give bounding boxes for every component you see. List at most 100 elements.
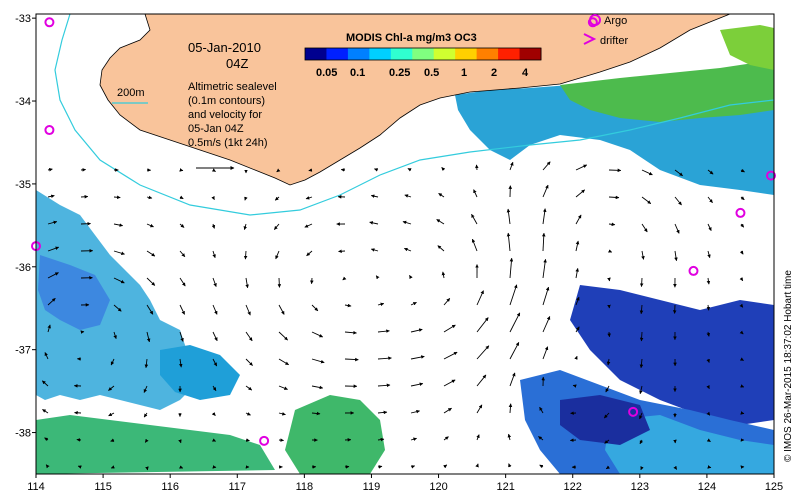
velocity-arrow <box>179 250 186 258</box>
velocity-arrow <box>110 465 115 469</box>
velocity-arrow <box>641 169 653 176</box>
velocity-arrow <box>245 331 253 342</box>
velocity-arrow <box>706 277 711 285</box>
latitude-axis: -33 -34 -35 -36 -37 -38 <box>15 13 36 440</box>
velocity-arrow <box>44 437 49 442</box>
velocity-arrow <box>278 331 288 341</box>
velocity-arrow <box>311 331 324 338</box>
velocity-arrow <box>509 257 514 279</box>
velocity-arrow <box>476 434 480 441</box>
chlorophyll-colorbar: MODIS Chl-a mg/m3 OC3 0.05 0.1 0.25 0.5 … <box>304 32 542 79</box>
y-tick-label: -37 <box>15 345 31 357</box>
velocity-arrow <box>471 213 478 225</box>
velocity-arrow <box>476 345 490 360</box>
velocity-arrow <box>146 277 156 286</box>
velocity-arrow <box>410 328 423 333</box>
velocity-arrow <box>608 222 616 227</box>
velocity-arrow <box>707 465 712 469</box>
x-tick-label: 116 <box>161 481 179 493</box>
velocity-arrow <box>212 277 217 287</box>
velocity-arrow <box>707 196 713 204</box>
velocity-arrow <box>542 258 547 279</box>
velocity-arrow <box>507 433 512 441</box>
velocity-arrow <box>539 464 544 469</box>
velocity-arrow <box>344 303 352 308</box>
velocity-arrow <box>443 436 449 441</box>
velocity-arrow <box>47 272 59 279</box>
longitude-axis: 114 115 116 117 118 119 120 121 122 123 124 125 <box>27 474 783 493</box>
velocity-arrow <box>674 223 680 234</box>
velocity-arrow <box>506 232 511 252</box>
velocity-arrow <box>476 374 487 387</box>
isobath-200m <box>54 14 774 216</box>
velocity-arrow <box>443 324 456 333</box>
velocity-arrow <box>443 464 448 469</box>
velocity-arrow <box>179 223 185 228</box>
y-tick-label: -35 <box>15 179 31 191</box>
velocity-arrow <box>305 196 313 200</box>
colorbar-tick: 1 <box>461 67 467 79</box>
velocity-arrow <box>179 465 184 469</box>
velocity-arrows <box>41 161 745 471</box>
velocity-arrow <box>275 250 280 260</box>
velocity-arrow <box>604 439 610 444</box>
colorbar-tick: 0.05 <box>316 67 337 79</box>
velocity-arrow <box>639 277 644 287</box>
velocity-arrow <box>47 220 58 225</box>
velocity-arrow <box>639 331 644 342</box>
chl-patch-south-central <box>285 395 385 474</box>
velocity-arrow <box>607 277 611 282</box>
velocity-arrow <box>506 208 511 225</box>
x-tick-label: 120 <box>429 481 447 493</box>
velocity-arrow <box>77 465 82 469</box>
velocity-arrow <box>402 220 412 225</box>
imos-credit: © IMOS 26-Mar-2015 18:37:02 Hobart time <box>783 270 794 462</box>
x-tick-label: 121 <box>496 481 514 493</box>
velocity-arrow <box>110 358 115 366</box>
colorbar-tick: 0.1 <box>350 67 365 79</box>
velocity-arrow <box>143 412 148 418</box>
velocity-note: Altimetric sealevel (0.1m contours) and … <box>188 81 277 149</box>
velocity-arrow <box>278 385 288 390</box>
velocity-arrow <box>245 304 251 316</box>
velocity-arrow <box>45 464 50 469</box>
velocity-arrow <box>276 168 281 173</box>
velocity-arrow <box>575 326 580 333</box>
velocity-arrow <box>273 223 280 230</box>
argo-float-marker <box>735 207 746 218</box>
velocity-arrow <box>407 168 412 172</box>
velocity-arrow <box>245 412 251 416</box>
velocity-arrow <box>44 352 49 360</box>
velocity-arrow <box>278 412 286 416</box>
velocity-arrow <box>739 303 744 308</box>
colorbar-segment <box>476 48 499 60</box>
colorbar-segment <box>326 48 349 60</box>
velocity-arrow <box>509 284 518 306</box>
velocity-arrow <box>508 463 512 468</box>
velocity-arrow <box>113 195 121 200</box>
velocity-arrow <box>539 406 544 414</box>
velocity-arrow <box>410 465 416 469</box>
velocity-arrow <box>575 268 579 279</box>
velocity-arrow <box>438 192 445 198</box>
velocity-arrow <box>575 296 580 306</box>
velocity-arrow <box>47 324 51 333</box>
velocity-arrow <box>113 277 125 284</box>
chl-patch-bight-yellow <box>720 25 774 70</box>
note-line-5: 0.5m/s (1kt 24h) <box>188 137 267 149</box>
velocity-arrow <box>179 304 185 315</box>
chl-patch-northeast-green <box>560 60 774 122</box>
velocity-arrow <box>211 438 216 442</box>
velocity-arrow <box>441 167 446 171</box>
velocity-arrow <box>740 411 745 415</box>
colorbar-segment <box>390 48 413 60</box>
velocity-arrow <box>311 411 321 416</box>
argo-float-marker <box>628 406 639 417</box>
velocity-arrow <box>278 304 285 315</box>
velocity-arrow <box>144 358 149 369</box>
drifter-legend-icon <box>583 33 597 45</box>
velocity-arrow <box>706 438 711 442</box>
isobath-label: 200m <box>117 87 145 99</box>
velocity-arrow <box>308 168 313 172</box>
y-tick-label: -36 <box>15 262 31 274</box>
